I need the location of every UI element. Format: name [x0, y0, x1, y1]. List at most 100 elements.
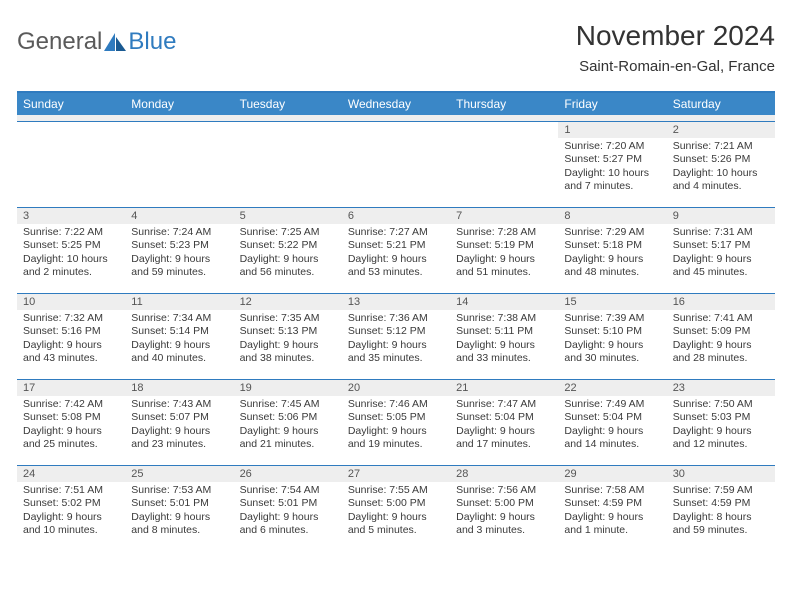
month-title: November 2024 [576, 20, 775, 52]
sunrise-text: Sunrise: 7:20 AM [564, 140, 660, 154]
daylight-text: Daylight: 9 hours and 19 minutes. [348, 425, 444, 452]
calendar-day-cell: 1Sunrise: 7:20 AMSunset: 5:27 PMDaylight… [558, 121, 666, 207]
daylight-text: Daylight: 9 hours and 48 minutes. [564, 253, 660, 280]
daylight-text: Daylight: 9 hours and 17 minutes. [456, 425, 552, 452]
sunrise-text: Sunrise: 7:38 AM [456, 312, 552, 326]
calendar-table: SundayMondayTuesdayWednesdayThursdayFrid… [17, 93, 775, 551]
calendar-day-cell [17, 121, 125, 207]
sunrise-text: Sunrise: 7:49 AM [564, 398, 660, 412]
sunset-text: Sunset: 5:04 PM [564, 411, 660, 425]
day-number: 28 [450, 466, 558, 482]
daylight-text: Daylight: 9 hours and 6 minutes. [240, 511, 336, 538]
calendar-day-cell: 28Sunrise: 7:56 AMSunset: 5:00 PMDayligh… [450, 465, 558, 551]
daylight-text: Daylight: 8 hours and 59 minutes. [673, 511, 769, 538]
daylight-text: Daylight: 9 hours and 53 minutes. [348, 253, 444, 280]
sunset-text: Sunset: 5:25 PM [23, 239, 119, 253]
day-number: 7 [450, 208, 558, 224]
daylight-text: Daylight: 9 hours and 1 minute. [564, 511, 660, 538]
day-number: 12 [234, 294, 342, 310]
calendar-day-cell: 4Sunrise: 7:24 AMSunset: 5:23 PMDaylight… [125, 207, 233, 293]
calendar-day-cell [450, 121, 558, 207]
calendar-day-cell: 29Sunrise: 7:58 AMSunset: 4:59 PMDayligh… [558, 465, 666, 551]
daylight-text: Daylight: 9 hours and 51 minutes. [456, 253, 552, 280]
daylight-text: Daylight: 9 hours and 12 minutes. [673, 425, 769, 452]
daylight-text: Daylight: 9 hours and 35 minutes. [348, 339, 444, 366]
sunrise-text: Sunrise: 7:59 AM [673, 484, 769, 498]
daylight-text: Daylight: 9 hours and 56 minutes. [240, 253, 336, 280]
daylight-text: Daylight: 9 hours and 5 minutes. [348, 511, 444, 538]
daylight-text: Daylight: 9 hours and 8 minutes. [131, 511, 227, 538]
day-details: Sunrise: 7:38 AMSunset: 5:11 PMDaylight:… [450, 310, 558, 371]
calendar-day-cell: 10Sunrise: 7:32 AMSunset: 5:16 PMDayligh… [17, 293, 125, 379]
location: Saint-Romain-en-Gal, France [579, 58, 775, 75]
sunrise-text: Sunrise: 7:36 AM [348, 312, 444, 326]
logo-text-general: General [17, 28, 102, 56]
sunset-text: Sunset: 5:04 PM [456, 411, 552, 425]
day-number: 16 [667, 294, 775, 310]
calendar-day-cell: 20Sunrise: 7:46 AMSunset: 5:05 PMDayligh… [342, 379, 450, 465]
calendar-week-row: 17Sunrise: 7:42 AMSunset: 5:08 PMDayligh… [17, 379, 775, 465]
calendar-day-cell: 18Sunrise: 7:43 AMSunset: 5:07 PMDayligh… [125, 379, 233, 465]
sunrise-text: Sunrise: 7:55 AM [348, 484, 444, 498]
weekday-header: Thursday [450, 93, 558, 115]
weekday-header: Sunday [17, 93, 125, 115]
daylight-text: Daylight: 9 hours and 23 minutes. [131, 425, 227, 452]
daylight-text: Daylight: 9 hours and 21 minutes. [240, 425, 336, 452]
calendar-day-cell: 14Sunrise: 7:38 AMSunset: 5:11 PMDayligh… [450, 293, 558, 379]
daylight-text: Daylight: 9 hours and 28 minutes. [673, 339, 769, 366]
day-number: 9 [667, 208, 775, 224]
day-details: Sunrise: 7:56 AMSunset: 5:00 PMDaylight:… [450, 482, 558, 543]
sunrise-text: Sunrise: 7:31 AM [673, 226, 769, 240]
calendar-day-cell [234, 121, 342, 207]
sunrise-text: Sunrise: 7:54 AM [240, 484, 336, 498]
sunset-text: Sunset: 5:23 PM [131, 239, 227, 253]
sunset-text: Sunset: 5:21 PM [348, 239, 444, 253]
calendar-day-cell: 22Sunrise: 7:49 AMSunset: 5:04 PMDayligh… [558, 379, 666, 465]
day-details: Sunrise: 7:31 AMSunset: 5:17 PMDaylight:… [667, 224, 775, 285]
day-details: Sunrise: 7:32 AMSunset: 5:16 PMDaylight:… [17, 310, 125, 371]
calendar-body: 1Sunrise: 7:20 AMSunset: 5:27 PMDaylight… [17, 115, 775, 551]
calendar-day-cell: 23Sunrise: 7:50 AMSunset: 5:03 PMDayligh… [667, 379, 775, 465]
sunrise-text: Sunrise: 7:32 AM [23, 312, 119, 326]
day-details: Sunrise: 7:28 AMSunset: 5:19 PMDaylight:… [450, 224, 558, 285]
calendar-day-cell: 17Sunrise: 7:42 AMSunset: 5:08 PMDayligh… [17, 379, 125, 465]
day-details: Sunrise: 7:27 AMSunset: 5:21 PMDaylight:… [342, 224, 450, 285]
calendar-week-row: 10Sunrise: 7:32 AMSunset: 5:16 PMDayligh… [17, 293, 775, 379]
sunset-text: Sunset: 5:10 PM [564, 325, 660, 339]
logo-sail-icon [104, 33, 126, 51]
day-number: 4 [125, 208, 233, 224]
sunset-text: Sunset: 5:14 PM [131, 325, 227, 339]
day-number: 27 [342, 466, 450, 482]
day-details: Sunrise: 7:22 AMSunset: 5:25 PMDaylight:… [17, 224, 125, 285]
weekday-header: Monday [125, 93, 233, 115]
sunrise-text: Sunrise: 7:28 AM [456, 226, 552, 240]
day-number: 21 [450, 380, 558, 396]
day-details: Sunrise: 7:39 AMSunset: 5:10 PMDaylight:… [558, 310, 666, 371]
sunrise-text: Sunrise: 7:46 AM [348, 398, 444, 412]
day-details: Sunrise: 7:55 AMSunset: 5:00 PMDaylight:… [342, 482, 450, 543]
calendar-day-cell: 8Sunrise: 7:29 AMSunset: 5:18 PMDaylight… [558, 207, 666, 293]
daylight-text: Daylight: 9 hours and 40 minutes. [131, 339, 227, 366]
day-details: Sunrise: 7:46 AMSunset: 5:05 PMDaylight:… [342, 396, 450, 457]
sunrise-text: Sunrise: 7:53 AM [131, 484, 227, 498]
sunrise-text: Sunrise: 7:43 AM [131, 398, 227, 412]
day-number: 13 [342, 294, 450, 310]
calendar-day-cell: 25Sunrise: 7:53 AMSunset: 5:01 PMDayligh… [125, 465, 233, 551]
day-number: 22 [558, 380, 666, 396]
sunrise-text: Sunrise: 7:34 AM [131, 312, 227, 326]
calendar-day-cell: 19Sunrise: 7:45 AMSunset: 5:06 PMDayligh… [234, 379, 342, 465]
calendar-header-row: SundayMondayTuesdayWednesdayThursdayFrid… [17, 93, 775, 115]
day-number: 15 [558, 294, 666, 310]
title-block: November 2024 Saint-Romain-en-Gal, Franc… [576, 20, 775, 75]
day-details: Sunrise: 7:20 AMSunset: 5:27 PMDaylight:… [558, 138, 666, 199]
day-number: 19 [234, 380, 342, 396]
calendar-day-cell: 12Sunrise: 7:35 AMSunset: 5:13 PMDayligh… [234, 293, 342, 379]
day-details: Sunrise: 7:49 AMSunset: 5:04 PMDaylight:… [558, 396, 666, 457]
sunset-text: Sunset: 5:27 PM [564, 153, 660, 167]
day-number: 29 [558, 466, 666, 482]
sunset-text: Sunset: 5:00 PM [456, 497, 552, 511]
calendar-day-cell: 11Sunrise: 7:34 AMSunset: 5:14 PMDayligh… [125, 293, 233, 379]
day-details: Sunrise: 7:54 AMSunset: 5:01 PMDaylight:… [234, 482, 342, 543]
sunset-text: Sunset: 5:16 PM [23, 325, 119, 339]
calendar-day-cell [342, 121, 450, 207]
